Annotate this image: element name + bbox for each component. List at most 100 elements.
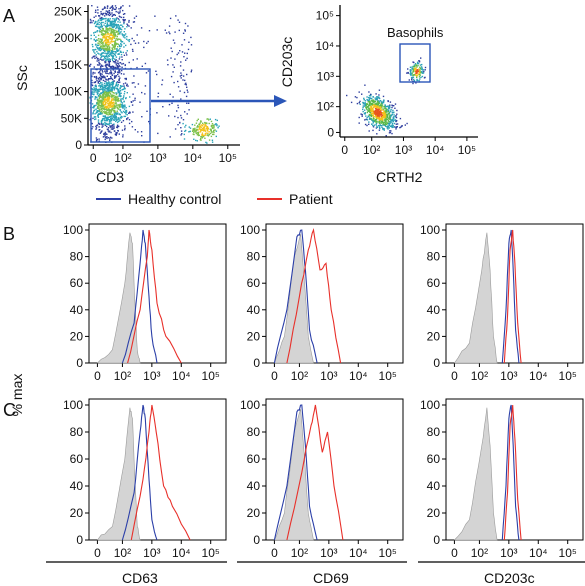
scatter-point <box>386 121 388 123</box>
scatter-point <box>207 135 210 137</box>
scatter-point <box>386 105 389 107</box>
scatter-point <box>104 6 106 8</box>
scatter-point <box>392 109 394 112</box>
scatter-point <box>100 13 102 15</box>
scatter-point <box>124 34 126 37</box>
x-tick-label: 10⁴ <box>184 151 203 165</box>
scatter-point <box>372 120 374 122</box>
scatter-point <box>111 8 114 10</box>
y-tick-label: 250K <box>54 4 82 18</box>
scatter-point <box>418 61 421 63</box>
scatter-point <box>95 56 98 58</box>
scatter-point <box>110 90 113 92</box>
scatter-point <box>114 40 116 42</box>
scatter-point <box>180 77 182 79</box>
legend: Healthy control Patient <box>96 191 333 207</box>
scatter-point <box>365 118 367 121</box>
scatter-point <box>208 131 210 133</box>
scatter-point <box>117 38 120 40</box>
scatter-point <box>186 73 188 76</box>
scatter-point <box>173 81 175 84</box>
scatter-point <box>389 116 392 118</box>
scatter-point <box>121 98 123 100</box>
scatter-point <box>116 62 118 64</box>
scatter-point <box>350 101 353 104</box>
scatter-point <box>148 120 150 123</box>
scatter-point <box>184 29 186 31</box>
scatter-point <box>122 110 125 113</box>
scatter-point <box>101 85 104 88</box>
scatter-point <box>103 111 105 113</box>
scatter-point <box>98 85 100 87</box>
y-tick-label: 40 <box>427 303 441 317</box>
scatter-point <box>385 115 387 117</box>
scatter-point <box>369 110 371 112</box>
scatter-point <box>171 102 173 104</box>
scatter-point <box>96 64 99 66</box>
scatter-point <box>100 48 103 51</box>
scatter-point <box>103 92 105 94</box>
scatter-point <box>376 117 378 120</box>
scatter-point <box>399 117 402 120</box>
scatter-point <box>414 70 417 73</box>
scatter-point <box>361 115 363 117</box>
scatter-point <box>201 137 203 139</box>
scatter-point <box>371 100 374 103</box>
scatter-point <box>184 79 186 82</box>
scatter-point <box>136 34 138 36</box>
scatter-point <box>172 39 175 41</box>
scatter-point <box>372 129 374 132</box>
scatter-point <box>106 70 108 72</box>
scatter-point <box>119 7 122 10</box>
scatter-point <box>91 21 93 24</box>
scatter-point <box>112 123 114 126</box>
y-tick-label: 80 <box>70 250 84 264</box>
scatter-point <box>378 105 381 107</box>
scatter-point <box>387 111 390 113</box>
scatter-point <box>381 121 384 124</box>
scatter-point <box>106 69 108 71</box>
scatter-point <box>114 20 116 22</box>
scatter-point <box>117 91 119 93</box>
scatter-point <box>113 30 115 32</box>
scatter-point <box>97 72 100 74</box>
scatter-point <box>106 95 108 98</box>
scatter-point <box>374 100 376 102</box>
scatter-point <box>106 13 108 15</box>
scatter-point <box>118 104 120 107</box>
scatter-point <box>387 128 389 130</box>
scatter-point <box>130 27 132 29</box>
scatter-point <box>135 15 138 17</box>
scatter-point <box>129 96 131 98</box>
scatter-point <box>415 68 417 70</box>
scatter-point <box>116 37 118 40</box>
scatter-point <box>112 59 114 61</box>
scatter-point <box>93 87 95 89</box>
scatter-point <box>99 100 102 102</box>
scatter-point <box>197 126 199 128</box>
scatter-point <box>108 12 110 14</box>
scatter-point <box>95 77 98 79</box>
scatter-point <box>104 119 106 122</box>
scatter-point <box>115 133 118 135</box>
scatter-point <box>97 19 99 22</box>
scatter-point <box>370 110 372 112</box>
scatter-point <box>115 103 118 105</box>
scatter-point <box>389 118 392 120</box>
scatter-point <box>107 24 110 26</box>
scatter-point <box>119 104 121 106</box>
scatter-point <box>99 73 101 75</box>
scatter-point <box>97 116 100 118</box>
scatter-point <box>108 28 111 30</box>
scatter-point <box>180 98 182 100</box>
scatter-point <box>198 127 201 129</box>
scatter-point <box>98 48 100 50</box>
scatter-point <box>199 131 201 133</box>
scatter-point <box>104 89 106 91</box>
scatter-point <box>119 27 122 29</box>
scatter-point <box>93 109 96 111</box>
scatter-point <box>93 89 95 91</box>
scatter-point <box>113 22 115 24</box>
scatter-point <box>371 97 373 100</box>
scatter-point <box>94 96 97 98</box>
